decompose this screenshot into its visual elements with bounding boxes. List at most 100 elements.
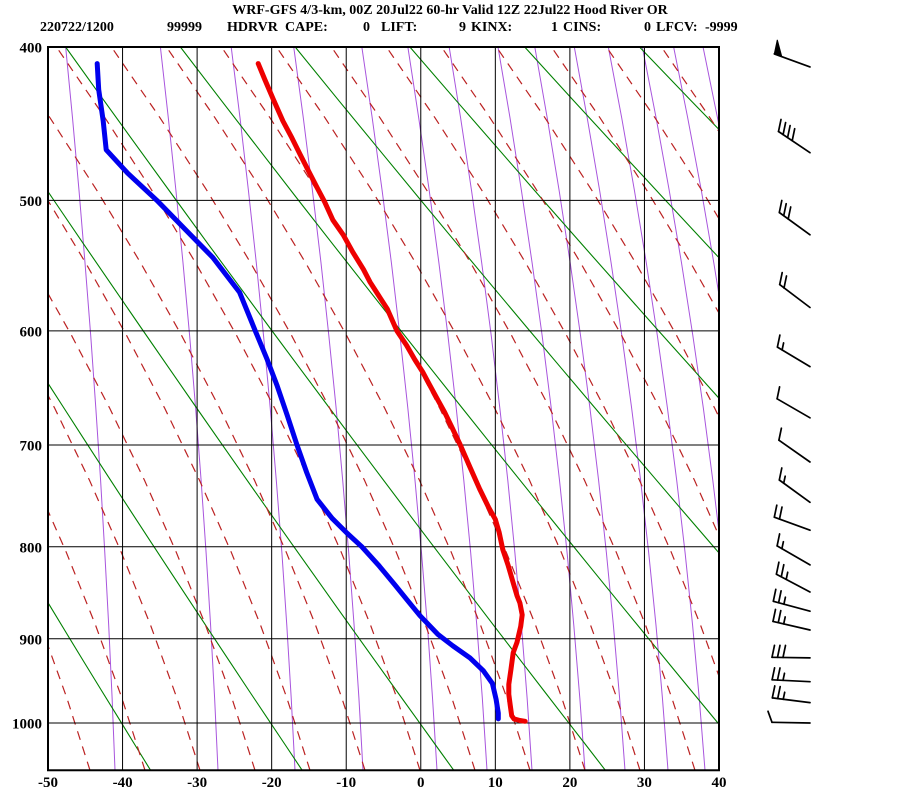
wind-barb-full-tick bbox=[778, 271, 784, 286]
wind-barb-full-tick bbox=[772, 588, 777, 603]
sounding-profiles bbox=[94, 61, 528, 724]
wind-barb bbox=[773, 504, 811, 532]
wind-barb-full-tick bbox=[771, 685, 776, 699]
wind-barb-half-tick bbox=[781, 342, 785, 351]
wind-barb-pennant bbox=[773, 39, 783, 58]
wind-barb bbox=[778, 271, 811, 309]
chart-title: WRF-GFS 4/3-km, 00Z 20Jul22 60-hr Valid … bbox=[232, 3, 668, 18]
mixing-ratio-line bbox=[730, 45, 838, 770]
wind-barb-full-tick bbox=[778, 427, 783, 442]
dry-adiabat-line bbox=[294, 47, 719, 554]
wind-barb-full-tick bbox=[775, 561, 780, 576]
mixing-ratio-line bbox=[65, 47, 116, 770]
pressure-axis-label: 1000 bbox=[12, 717, 42, 733]
moist-adiabat-line bbox=[165, 47, 531, 770]
wind-barb-full-tick bbox=[787, 206, 792, 220]
mixing-ratio-line bbox=[159, 47, 219, 770]
wind-barb-full-tick bbox=[778, 467, 783, 481]
dry-adiabat-line bbox=[48, 382, 303, 770]
dry-adiabat-line bbox=[409, 47, 719, 400]
station-info-token: CAPE: bbox=[285, 20, 328, 35]
wind-barb-staff bbox=[776, 346, 811, 368]
mixing-ratio-line bbox=[534, 47, 626, 770]
wind-barb bbox=[777, 118, 811, 154]
moist-adiabat-line bbox=[110, 47, 476, 770]
wind-barb-full-tick bbox=[773, 504, 778, 519]
wind-barb-full-tick bbox=[778, 199, 783, 214]
pressure-axis-label: 800 bbox=[20, 540, 43, 556]
moist-adiabat-line bbox=[275, 47, 641, 770]
wind-barb bbox=[778, 467, 811, 504]
wind-barb bbox=[776, 334, 811, 368]
wind-barb-staff bbox=[778, 211, 811, 236]
wind-barb-full-tick bbox=[776, 385, 781, 400]
wind-barb bbox=[778, 199, 811, 236]
wind-barb-full-tick bbox=[786, 124, 791, 139]
dry-adiabat-line bbox=[524, 47, 719, 259]
wind-barb bbox=[778, 427, 811, 463]
wind-barb bbox=[776, 385, 811, 419]
wind-barb-staff bbox=[778, 479, 811, 504]
moist-adiabat-line bbox=[55, 47, 421, 770]
station-info-line: 220722/1200 99999 HDRVR CAPE: 0 LIFT: 9 KINX: 1 C… bbox=[40, 20, 738, 35]
wind-barb-staff bbox=[771, 697, 811, 704]
moist-adiabat-line bbox=[48, 644, 91, 770]
wind-barb-full-tick bbox=[780, 563, 785, 578]
wind-barb-full-tick bbox=[782, 644, 787, 659]
mixing-ratio-line bbox=[641, 47, 719, 537]
station-info-token: 0 bbox=[363, 20, 370, 35]
moist-adiabat-line bbox=[48, 199, 311, 770]
temperature-axis-label: -20 bbox=[262, 775, 282, 791]
temperature-axis-label: -30 bbox=[187, 775, 207, 791]
temperature-axis-labels: -50 -40 -30 -20 -10 0 10 20 30 40 bbox=[38, 775, 727, 791]
wind-barb-full-tick bbox=[776, 685, 782, 700]
temperature-axis-label: -10 bbox=[336, 775, 356, 791]
mixing-ratio-line bbox=[497, 47, 586, 770]
dry-adiabat-line bbox=[65, 47, 606, 770]
plot-border bbox=[47, 46, 720, 772]
wind-barb-full-tick bbox=[777, 118, 782, 133]
wind-barb-staff bbox=[771, 721, 811, 724]
wind-barb-full-tick bbox=[771, 644, 776, 659]
pressure-axis-label: 900 bbox=[20, 632, 43, 648]
station-info-token: 99999 bbox=[167, 20, 202, 35]
temperature-axis-label: 30 bbox=[637, 775, 652, 791]
wind-barb-half-tick bbox=[782, 475, 787, 485]
mixing-ratio-line bbox=[448, 47, 533, 770]
wind-barb-full-tick bbox=[772, 608, 777, 623]
mixing-ratio-line bbox=[293, 47, 364, 770]
station-info-token: LIFT: bbox=[381, 20, 417, 35]
wind-barb-full-tick bbox=[791, 127, 796, 142]
wind-barb-full-tick bbox=[783, 275, 788, 289]
mixing-ratio-line bbox=[757, 45, 867, 770]
wind-barb-column bbox=[767, 39, 811, 724]
dry-adiabat-line bbox=[48, 190, 455, 770]
wind-barb-staff bbox=[776, 397, 811, 419]
wind-barb-full-tick bbox=[782, 202, 788, 217]
station-info-token: CINS: bbox=[563, 20, 601, 35]
pressure-axis-label: 700 bbox=[20, 439, 43, 455]
wind-barb bbox=[771, 685, 811, 704]
moist-adiabat-line bbox=[330, 47, 696, 770]
station-info-token: 220722/1200 bbox=[40, 20, 114, 35]
station-info-token: KINX: bbox=[471, 20, 512, 35]
dry-adiabat-line bbox=[48, 601, 152, 770]
pressure-axis-label: 500 bbox=[20, 194, 43, 210]
wind-barb-full-tick bbox=[776, 334, 781, 348]
mixing-ratio-line bbox=[361, 47, 438, 770]
pressure-axis-label: 600 bbox=[20, 324, 43, 340]
wind-barb-half-tick bbox=[781, 540, 785, 550]
wind-barb bbox=[773, 39, 811, 68]
wind-barb-half-tick bbox=[785, 571, 789, 581]
wind-barb-full-tick bbox=[771, 666, 776, 681]
pressure-axis-labels: 400 500 600 700 800 900 1000 bbox=[12, 41, 42, 733]
station-info-token: 0 bbox=[644, 20, 651, 35]
mixing-ratio-line bbox=[607, 47, 706, 770]
temperature-axis-label: 20 bbox=[562, 775, 577, 791]
wind-barb-staff bbox=[778, 283, 811, 309]
wind-barb-half-tick bbox=[782, 672, 786, 682]
moist-adiabat-line bbox=[550, 47, 719, 315]
dewpoint-curve bbox=[94, 61, 501, 722]
